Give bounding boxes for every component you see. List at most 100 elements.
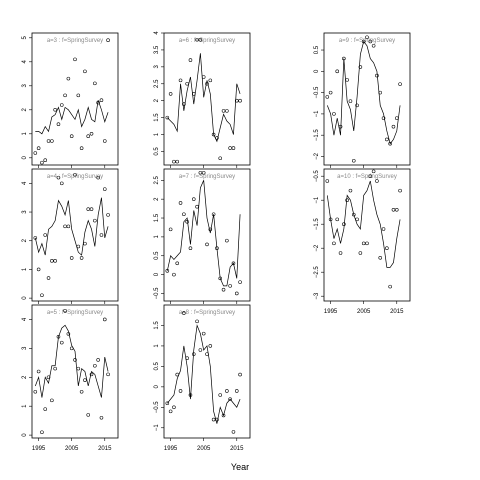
observation-point bbox=[178, 201, 183, 205]
y-tick-label: 2 bbox=[22, 375, 28, 379]
observation-point bbox=[385, 137, 389, 142]
observation-point bbox=[46, 276, 51, 280]
observation-point bbox=[361, 39, 366, 44]
observation-point bbox=[185, 356, 189, 360]
observation-point bbox=[182, 212, 186, 217]
observation-point bbox=[175, 372, 180, 377]
observation-point bbox=[96, 358, 100, 362]
panel-1: 0 1 2 3 4 5 a=3 : f=SpringSurvey bbox=[22, 32, 119, 168]
observation-point bbox=[59, 340, 64, 345]
fitted-line bbox=[34, 197, 109, 256]
panel-6: −3 −2.5 −2 −1.5 −1 −0.5 1995 2005 2015 a=10 : f=S… bbox=[314, 168, 411, 315]
observation-point bbox=[59, 181, 64, 186]
observation-point bbox=[99, 233, 104, 237]
observation-point bbox=[46, 375, 51, 380]
y-tick-label: −1.5 bbox=[314, 129, 320, 142]
observation-point bbox=[211, 132, 216, 137]
observation-point bbox=[394, 208, 399, 212]
y-tick-label: 3.5 bbox=[154, 45, 160, 54]
observation-point bbox=[342, 222, 346, 226]
y-tick-label: 1.5 bbox=[154, 213, 160, 222]
observation-point bbox=[348, 188, 353, 193]
observation-point bbox=[36, 267, 41, 272]
observation-point bbox=[79, 146, 84, 150]
observation-point bbox=[50, 259, 54, 263]
observation-point bbox=[345, 198, 349, 202]
y-tick-label: −1 bbox=[314, 196, 320, 204]
y-tick-label: −0.5 bbox=[314, 170, 320, 183]
observation-point bbox=[175, 261, 180, 266]
observation-point bbox=[89, 132, 94, 136]
observation-point bbox=[345, 78, 349, 82]
observation-point bbox=[40, 430, 44, 434]
observation-point bbox=[188, 58, 193, 62]
observation-point bbox=[215, 136, 219, 140]
observation-point bbox=[221, 413, 226, 418]
observation-point bbox=[43, 158, 48, 162]
observation-point bbox=[86, 207, 91, 211]
y-tick-label: 5 bbox=[22, 35, 28, 39]
y-tick-label: 4 bbox=[22, 59, 28, 63]
fitted-line bbox=[326, 180, 401, 268]
x-tick-label: 1995 bbox=[164, 446, 178, 452]
observation-point bbox=[218, 393, 223, 397]
observation-point bbox=[185, 81, 189, 86]
observation-point bbox=[231, 430, 236, 434]
panel-frame bbox=[323, 32, 411, 166]
y-tick-label: 1.5 bbox=[154, 113, 160, 122]
observation-point bbox=[93, 218, 97, 223]
fitted-line bbox=[167, 324, 241, 424]
observation-point bbox=[102, 187, 107, 191]
observation-point bbox=[165, 269, 170, 273]
observation-point bbox=[198, 348, 203, 352]
y-tick-label: 3 bbox=[22, 210, 28, 214]
observation-point bbox=[69, 134, 74, 138]
observation-point bbox=[191, 197, 196, 201]
x-tick-label: 2005 bbox=[65, 446, 79, 452]
panel-3: −2 −1.5 −1 −0.5 0 0.5 a=9 : f=SpringSurvey bbox=[314, 32, 411, 168]
panel-2: 0.5 1 1.5 2 2.5 3 3.5 4 a=6 : f=SpringSurvey bbox=[154, 31, 251, 168]
observation-point bbox=[63, 309, 67, 313]
observation-point bbox=[205, 81, 209, 86]
observation-point bbox=[208, 344, 213, 348]
observation-point bbox=[96, 175, 100, 180]
observation-point bbox=[188, 246, 193, 250]
y-tick-label: 0 bbox=[154, 272, 160, 276]
observation-point bbox=[234, 98, 239, 103]
observation-point bbox=[355, 217, 359, 222]
observation-point bbox=[234, 291, 239, 296]
observation-point bbox=[178, 78, 183, 83]
observation-point bbox=[231, 261, 236, 266]
observation-point bbox=[172, 159, 176, 164]
y-tick-label: 1 bbox=[154, 132, 160, 136]
panel-label: a=10 : f=SpringSurvey bbox=[337, 174, 397, 180]
observation-point bbox=[342, 56, 346, 61]
observation-point bbox=[201, 75, 206, 79]
observation-point bbox=[351, 158, 356, 163]
panel-label: a=8 : f=SpringSurvey bbox=[179, 310, 235, 316]
y-tick-label: −1 bbox=[314, 110, 320, 118]
observation-point bbox=[86, 413, 91, 417]
observation-point bbox=[59, 103, 64, 107]
observation-point bbox=[198, 37, 203, 42]
y-tick-label: 0 bbox=[314, 69, 320, 73]
observation-point bbox=[218, 276, 223, 281]
y-tick-label: 1 bbox=[22, 131, 28, 135]
panel-5: −0.5 0 0.5 1 1.5 2 2.5 a=7 : f=SpringSurvey bbox=[154, 168, 251, 304]
observation-point bbox=[66, 332, 71, 336]
observation-point bbox=[228, 146, 232, 150]
y-tick-label: 0.5 bbox=[154, 362, 160, 371]
y-tick-label: −2 bbox=[314, 152, 320, 160]
panel-7: 0 1 2 3 4 1995 2005 2015 a=5 : f=SpringSurvey bbox=[22, 304, 119, 452]
observation-point bbox=[238, 372, 242, 377]
observation-point bbox=[165, 115, 170, 120]
x-tick-label: 2005 bbox=[357, 309, 371, 315]
observation-point bbox=[69, 256, 74, 260]
y-tick-label: −2 bbox=[314, 244, 320, 252]
observation-point bbox=[79, 256, 84, 260]
observation-point bbox=[368, 39, 373, 44]
observation-point bbox=[33, 151, 38, 155]
observation-point bbox=[221, 109, 226, 113]
observation-point bbox=[53, 108, 57, 112]
